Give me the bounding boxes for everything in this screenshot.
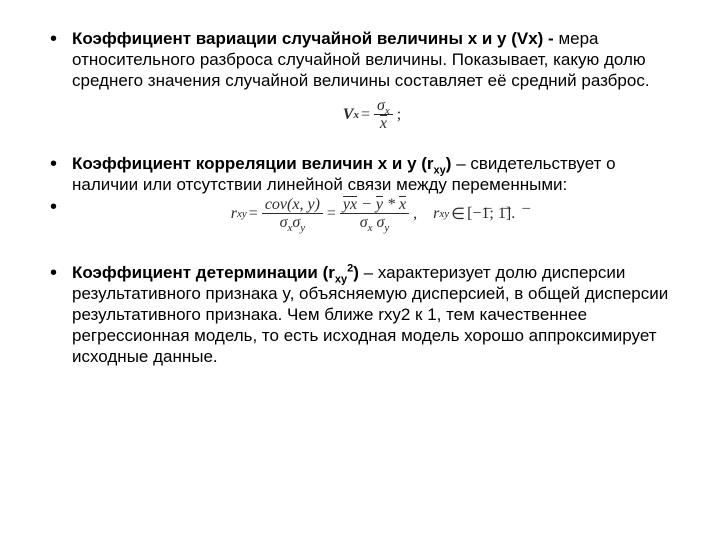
slide: Коэффициент вариации случайной величины … [0, 0, 720, 540]
num-times: * [383, 196, 399, 213]
formula-vx: Vx = σx x ; [72, 97, 674, 133]
den2-b-sub: y [384, 222, 389, 234]
lead-text: Коэффициент детерминации (r [72, 263, 335, 282]
den-b-sub: y [300, 222, 305, 234]
num-r: x [399, 196, 406, 212]
fraction-1: cov(x, y) σxσy [262, 196, 323, 231]
cov-args: (x, y) [287, 196, 320, 213]
range: [−1; 1]. [467, 205, 515, 223]
in-sym: ∈ [449, 204, 467, 224]
den-over: x [380, 115, 387, 131]
tail: ; [395, 106, 403, 124]
paragraph: Коэффициент детерминации (rxy2) – характ… [72, 262, 674, 367]
num-minus: − [357, 196, 376, 213]
bullet-list: Коэффициент вариации случайной величины … [46, 28, 674, 367]
cov-fn: cov [265, 196, 287, 213]
fraction: σx x [374, 97, 393, 132]
eq1: = [247, 205, 260, 223]
eq2: = [325, 205, 338, 223]
formula-rxy: rxy = cov(x, y) σxσy = yx − y * x [72, 196, 674, 240]
paragraph: Коэффициент корреляции величин x и y (rx… [72, 153, 674, 195]
lead-text: Коэффициент вариации случайной величины … [72, 29, 554, 48]
den2-a-sub: x [368, 222, 373, 234]
num-m: y [376, 196, 383, 212]
equals: = [359, 106, 372, 124]
lhs: V [343, 106, 354, 124]
paragraph: Коэффициент вариации случайной величины … [72, 28, 674, 91]
list-item: Коэффициент вариации случайной величины … [46, 28, 674, 133]
den2-a: σ [360, 214, 368, 231]
comma: , [411, 205, 419, 223]
list-item: Коэффициент детерминации (rxy2) – характ… [46, 262, 674, 367]
num-sym: σ [377, 97, 385, 114]
lead-text: Коэффициент корреляции величин x и y (r [72, 154, 434, 173]
num-l: yx [343, 196, 357, 212]
list-item: rxy = cov(x, y) σxσy = yx − y * x [46, 196, 674, 240]
fraction-2: yx − y * x σx σy [340, 196, 409, 231]
